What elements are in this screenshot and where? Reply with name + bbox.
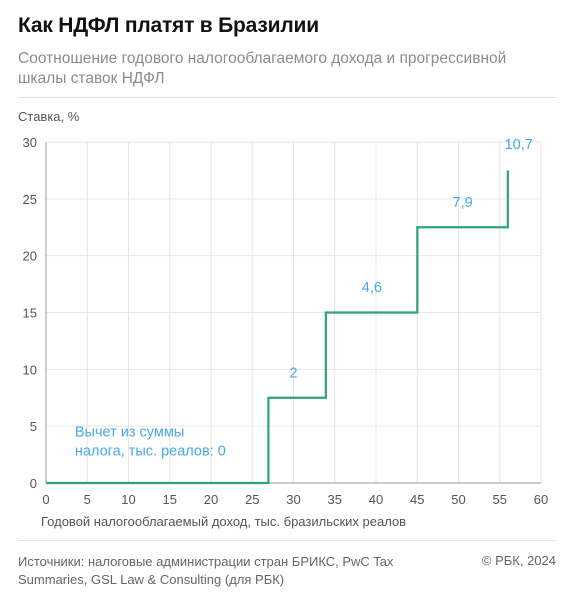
x-tick-label: 45	[410, 492, 424, 507]
y-axis-label: Ставка, %	[18, 109, 80, 124]
y-tick-label: 15	[23, 306, 37, 321]
chart-subtitle: Соотношение годового налогооблагаемого д…	[18, 50, 507, 87]
copyright: © РБК, 2024	[481, 553, 556, 568]
footer-divider	[18, 540, 556, 541]
x-axis-label: Годовой налогооблагаемый доход, тыс. бра…	[41, 514, 406, 529]
x-tick-label: 20	[204, 492, 218, 507]
x-tick-label: 55	[493, 492, 507, 507]
page-title: Как НДФЛ платят в Бразилии	[18, 14, 319, 37]
x-tick-label: 35	[328, 492, 342, 507]
x-tick-label: 15	[163, 492, 177, 507]
rate-step-line	[46, 170, 509, 485]
x-tick-label: 60	[534, 492, 548, 507]
y-tick-label: 10	[23, 362, 37, 377]
deduction-value-label: 2	[289, 365, 297, 381]
y-tick-label: 5	[30, 419, 37, 434]
x-tick-label: 5	[84, 492, 91, 507]
deduction-value-label: 4,6	[362, 280, 382, 296]
x-tick-label: 0	[42, 492, 49, 507]
y-tick-label: 30	[23, 135, 37, 150]
x-tick-label: 40	[369, 492, 383, 507]
annotations: Вычет из суммы налога, тыс. реалов: 0 2 4,6…	[75, 137, 533, 460]
y-tick-label: 25	[23, 192, 37, 207]
axes: 0 5 10 15 20 25 30 35 40 45 50 55 60 0 5 10 15 20 25 30	[23, 135, 549, 507]
header-divider	[18, 97, 556, 98]
x-tick-label: 30	[286, 492, 300, 507]
sources-note: Источники: налоговые администрации стран…	[18, 554, 394, 587]
x-tick-label: 50	[451, 492, 465, 507]
deduction-value-label: 10,7	[505, 137, 533, 153]
step-chart: 0 5 10 15 20 25 30 35 40 45 50 55 60 0 5 10 15 20 25 30 Выч…	[23, 135, 549, 529]
x-tick-label: 25	[245, 492, 259, 507]
y-tick-label: 0	[30, 476, 37, 491]
grid	[46, 141, 542, 483]
deduction-value-label: 7,9	[453, 195, 473, 211]
x-tick-label: 10	[121, 492, 135, 507]
y-tick-label: 20	[23, 249, 37, 264]
deduction-label: Вычет из суммы налога, тыс. реалов: 0	[75, 425, 226, 460]
series	[46, 170, 509, 485]
